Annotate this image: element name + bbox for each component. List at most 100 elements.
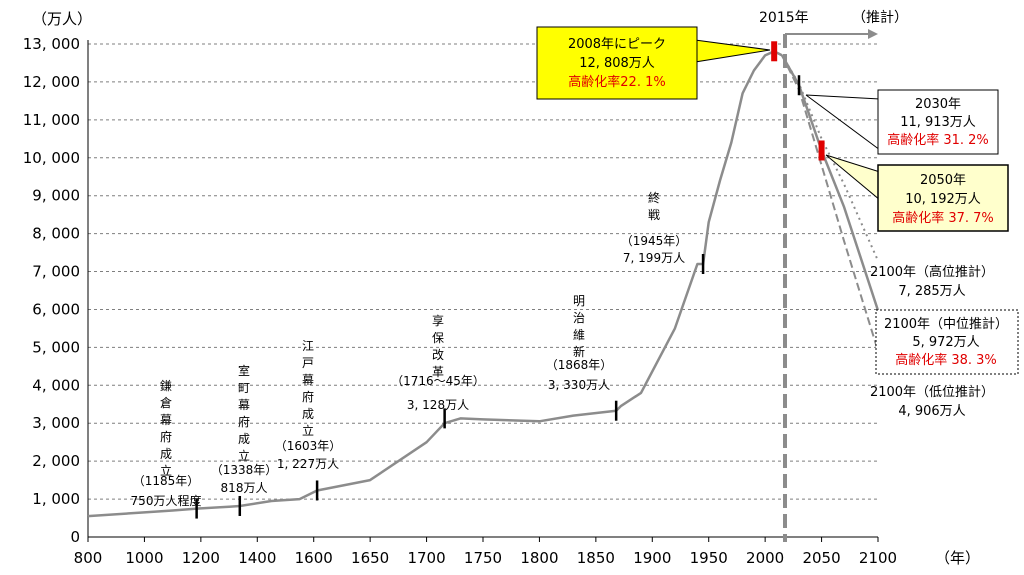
marker-2015-arrowhead	[868, 29, 878, 39]
annotation-char: 幕	[160, 413, 172, 427]
axes	[87, 40, 879, 542]
x-tick-label: 1700	[407, 549, 445, 567]
x-tick-label: 1000	[125, 549, 163, 567]
annotation-value: 750万人程度	[131, 493, 202, 508]
marker-2015-label: 2015年	[759, 10, 809, 26]
annotation-value: 7, 199万人	[623, 251, 685, 265]
callout-2030-line2: 11, 913万人	[900, 115, 976, 130]
annotation-char: 戦	[648, 208, 660, 222]
high-projection-line2: 7, 285万人	[898, 284, 965, 299]
mid-projection-line1: 2100年（中位推計）	[884, 316, 1008, 332]
x-tick-label: 1650	[351, 549, 389, 567]
annotation-char: 終	[648, 190, 660, 205]
annotation-value: 3, 330万人	[548, 378, 610, 392]
annotation-char: 江	[302, 339, 314, 353]
callout-2030-line3: 高齢化率 31. 2%	[887, 132, 989, 148]
annotation-char: 立	[160, 463, 172, 478]
annotation-char: 明	[573, 294, 585, 308]
x-tick-labels: 800 1000 1200 1400 1600 1650 1700 1750 1800 1850 1…	[74, 549, 897, 567]
annotation-char: 成	[238, 432, 250, 446]
y-tick-label: 5, 000	[32, 338, 80, 356]
x-tick-label: 1750	[464, 549, 502, 567]
callout-2050-line1: 2050年	[920, 173, 966, 188]
mid-projection-box	[875, 309, 1019, 375]
low-projection-line1: 2100年（低位推計）	[870, 384, 994, 400]
annotation-year: （1185年）	[133, 474, 200, 488]
callout-2050-line3: 高齢化率 37. 7%	[892, 210, 994, 226]
x-tick-label: 2100	[859, 549, 897, 567]
y-tick-label: 10, 000	[23, 149, 80, 167]
annotation-value: 1, 227万人	[277, 457, 339, 471]
callout-2030-line1: 2030年	[915, 97, 961, 112]
y-tick-label: 1, 000	[32, 490, 80, 508]
y-tick-label: 13, 000	[23, 35, 80, 53]
y-tick-label: 11, 000	[23, 111, 80, 129]
annotation-char: 享	[432, 313, 444, 328]
callout-2030-box	[877, 89, 999, 155]
annotation-char: 町	[238, 381, 250, 395]
low-projection-line2: 4, 906万人	[898, 404, 965, 419]
annotation-char: 府	[302, 389, 314, 404]
peak-callout-pointer	[694, 39, 771, 63]
annotation-value: 3, 128万人	[407, 398, 469, 412]
callout-2030-pointer2	[805, 94, 881, 151]
annotation-year: （1716～45年）	[391, 374, 485, 388]
y-tick-label: 0	[70, 528, 80, 546]
mid-projection-line3: 高齢化率 38. 3%	[895, 352, 997, 368]
annotation-char: 保	[432, 331, 444, 345]
annotation-char: 治	[573, 311, 585, 325]
mid-projection-line2: 5, 972万人	[912, 335, 979, 350]
marker-2015-arrow-label: （推計）	[852, 10, 908, 26]
x-tick-label: 1850	[577, 549, 615, 567]
x-axis-label: （年）	[935, 549, 980, 567]
x-tick-label: 1400	[238, 549, 276, 567]
y-tick-label: 3, 000	[32, 414, 80, 432]
annotation-char: 幕	[302, 373, 314, 387]
peak-callout-line1: 2008年にピーク	[568, 37, 666, 52]
series-line-actual	[87, 50, 783, 518]
annotation-char: 室	[238, 363, 250, 378]
x-tick-label: 1800	[520, 549, 558, 567]
annotation-char: 府	[160, 429, 172, 444]
annotation-char: 倉	[160, 395, 172, 410]
peak-callout-box	[536, 26, 698, 100]
callout-2050-pointer	[825, 154, 881, 202]
high-projection-line1: 2100年（高位推計）	[870, 264, 994, 280]
x-tick-label: 1600	[295, 549, 333, 567]
series-group	[87, 50, 880, 518]
annotation-char: 幕	[238, 398, 250, 412]
annotation-char: 立	[302, 423, 314, 438]
y-tick-label: 2, 000	[32, 452, 80, 470]
annotation-value: 818万人	[221, 481, 268, 495]
y-tick-label: 7, 000	[32, 263, 80, 281]
y-tick-label: 8, 000	[32, 225, 80, 243]
annotation-year: （1868年）	[546, 358, 613, 372]
callout-2030-pointer	[805, 94, 881, 100]
annotation-char: 府	[238, 414, 250, 429]
annotations-group: 鎌倉幕府成立（1185年）750万人程度室町幕府成立（1338年）818万人江戸…	[131, 190, 688, 508]
x-tick-label: 1200	[182, 549, 220, 567]
x-tick-label: 800	[74, 549, 103, 567]
x-tick-label: 2000	[746, 549, 784, 567]
annotation-char: 新	[573, 344, 585, 359]
x-tick-label: 1900	[633, 549, 671, 567]
annotation-year: （1603年）	[275, 439, 342, 453]
annotation-char: 鎌	[160, 378, 172, 393]
annotation-char: 維	[573, 328, 585, 342]
series-line-projection	[781, 54, 879, 352]
peak-callout-line2: 12, 808万人	[579, 56, 655, 71]
y-tick-label: 12, 000	[23, 73, 80, 91]
annotation-char: 成	[160, 447, 172, 461]
annotation-char: 成	[302, 407, 314, 421]
grid	[88, 43, 878, 500]
annotation-char: 立	[238, 448, 250, 463]
y-tick-label: 9, 000	[32, 187, 80, 205]
annotation-char: 改	[432, 348, 444, 362]
annotation-char: 革	[432, 365, 444, 379]
red-marker	[771, 41, 778, 62]
y-tick-label: 6, 000	[32, 300, 80, 318]
peak-callout-line3: 高齢化率22. 1%	[568, 74, 665, 90]
annotation-char: 戸	[302, 356, 314, 370]
y-tick-labels: 0 1, 000 2, 000 3, 000 4, 000 5, 000 6, 000 7, …	[23, 35, 80, 546]
